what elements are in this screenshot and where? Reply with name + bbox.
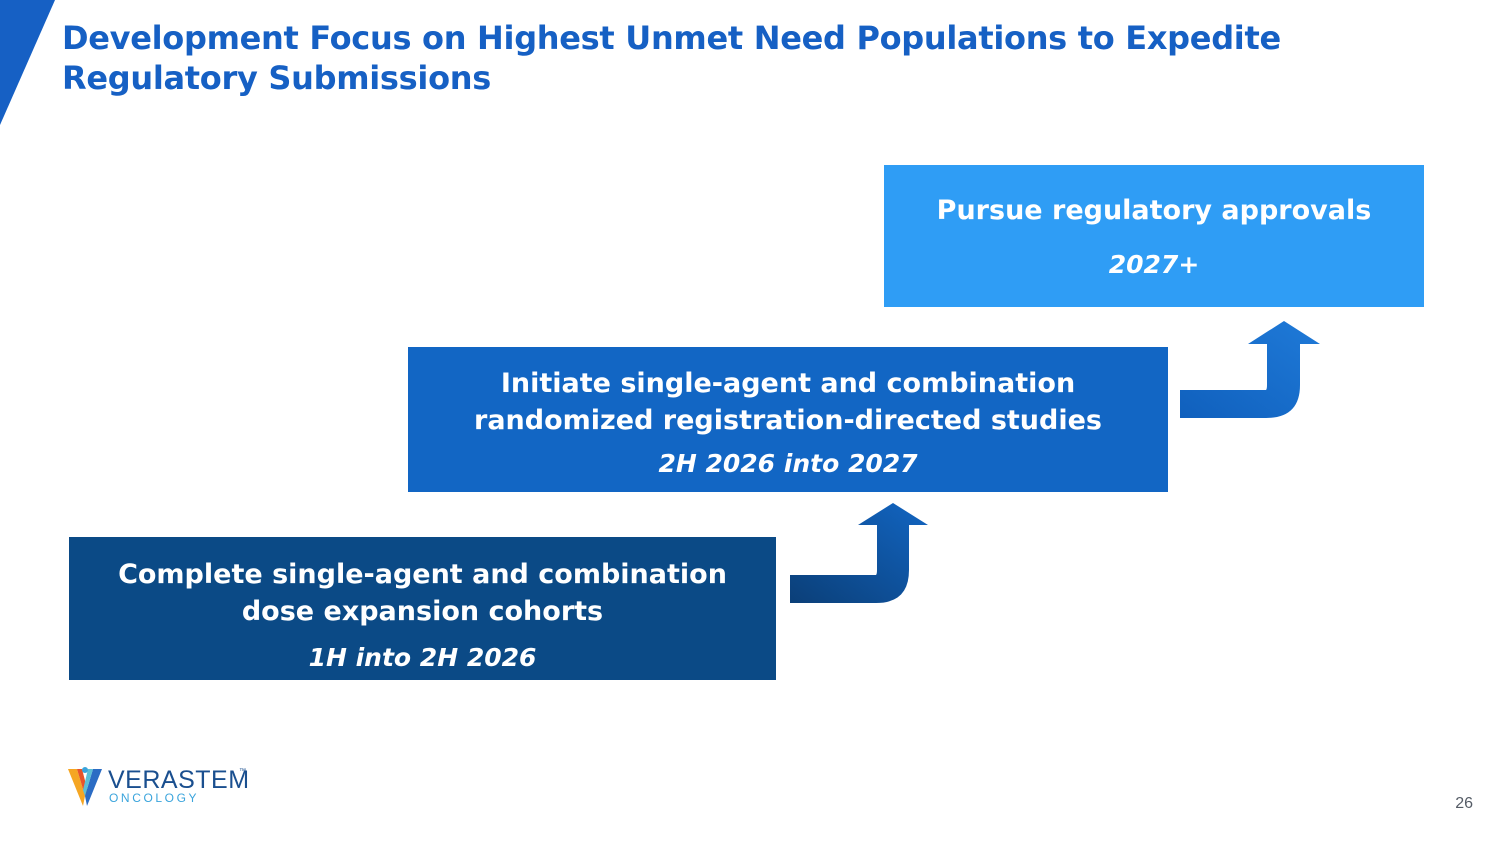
turn-up-arrow-icon bbox=[1180, 321, 1320, 418]
step-timing: 1H into 2H 2026 bbox=[308, 642, 537, 672]
step-box-registration-studies: Initiate single-agent and combination ra… bbox=[408, 347, 1168, 492]
page-number: 26 bbox=[1455, 795, 1473, 812]
verastem-logo: VERASTEM ™ ONCOLOGY bbox=[66, 766, 256, 812]
step-label: Initiate single-agent and combination ra… bbox=[474, 368, 1102, 436]
step-label: Pursue regulatory approvals bbox=[936, 194, 1372, 226]
step-timing: 2H 2026 into 2027 bbox=[658, 449, 918, 478]
verastem-v-logo-icon bbox=[68, 767, 102, 806]
logo-trademark: ™ bbox=[239, 768, 246, 775]
logo-subtitle: ONCOLOGY bbox=[109, 791, 200, 805]
slide-title: Development Focus on Highest Unmet Need … bbox=[62, 19, 1281, 97]
step-box-dose-expansion: Complete single-agent and combination do… bbox=[69, 537, 776, 680]
logo-wordmark: VERASTEM bbox=[108, 766, 250, 794]
turn-up-arrow-icon bbox=[790, 503, 928, 603]
step-label: Complete single-agent and combination do… bbox=[118, 558, 727, 627]
step-box-regulatory-approvals: Pursue regulatory approvals 2027+ bbox=[884, 165, 1424, 307]
step-timing: 2027+ bbox=[1108, 249, 1200, 279]
corner-accent-stripe bbox=[0, 0, 55, 125]
